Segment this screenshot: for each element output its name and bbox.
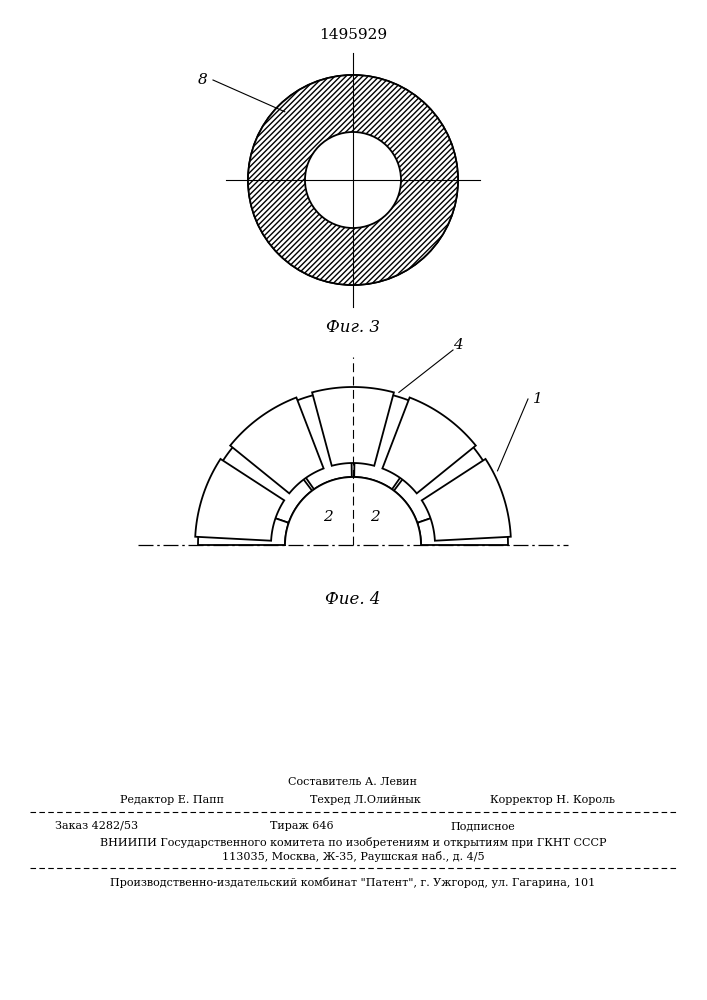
- Text: Производственно-издательский комбинат "Патент", г. Ужгород, ул. Гагарина, 101: Производственно-издательский комбинат "П…: [110, 878, 595, 888]
- Circle shape: [248, 75, 458, 285]
- Polygon shape: [417, 495, 508, 545]
- Circle shape: [248, 75, 458, 285]
- Text: 8: 8: [198, 73, 208, 87]
- Polygon shape: [312, 387, 394, 466]
- Text: Фиг. 3: Фиг. 3: [326, 318, 380, 336]
- Polygon shape: [354, 390, 442, 489]
- Text: ВНИИПИ Государственного комитета по изобретениям и открытиям при ГКНТ СССР: ВНИИПИ Государственного комитета по изоб…: [100, 836, 606, 848]
- Polygon shape: [230, 397, 324, 493]
- Text: 1: 1: [533, 392, 543, 406]
- Text: Тираж 646: Тираж 646: [270, 821, 334, 831]
- Polygon shape: [264, 390, 352, 489]
- Text: 2: 2: [323, 510, 333, 524]
- Polygon shape: [285, 477, 421, 545]
- Polygon shape: [394, 421, 500, 523]
- Polygon shape: [198, 495, 288, 545]
- Text: Фие. 4: Фие. 4: [325, 591, 381, 608]
- Text: Техред Л.Олийнык: Техред Л.Олийнык: [310, 795, 421, 805]
- Text: Редактор Е. Папп: Редактор Е. Папп: [120, 795, 224, 805]
- Text: 113035, Москва, Ж-35, Раушская наб., д. 4/5: 113035, Москва, Ж-35, Раушская наб., д. …: [222, 852, 484, 862]
- Polygon shape: [206, 421, 312, 523]
- Polygon shape: [422, 459, 510, 541]
- Text: 2: 2: [370, 510, 380, 524]
- Text: 4: 4: [453, 338, 463, 352]
- Polygon shape: [382, 397, 476, 493]
- Circle shape: [305, 132, 401, 228]
- Text: 1495929: 1495929: [319, 28, 387, 42]
- Text: Подписное: Подписное: [450, 821, 515, 831]
- Text: Заказ 4282/53: Заказ 4282/53: [55, 821, 138, 831]
- Text: Корректор Н. Король: Корректор Н. Король: [490, 795, 615, 805]
- Text: Составитель А. Левин: Составитель А. Левин: [288, 777, 418, 787]
- Polygon shape: [195, 459, 284, 541]
